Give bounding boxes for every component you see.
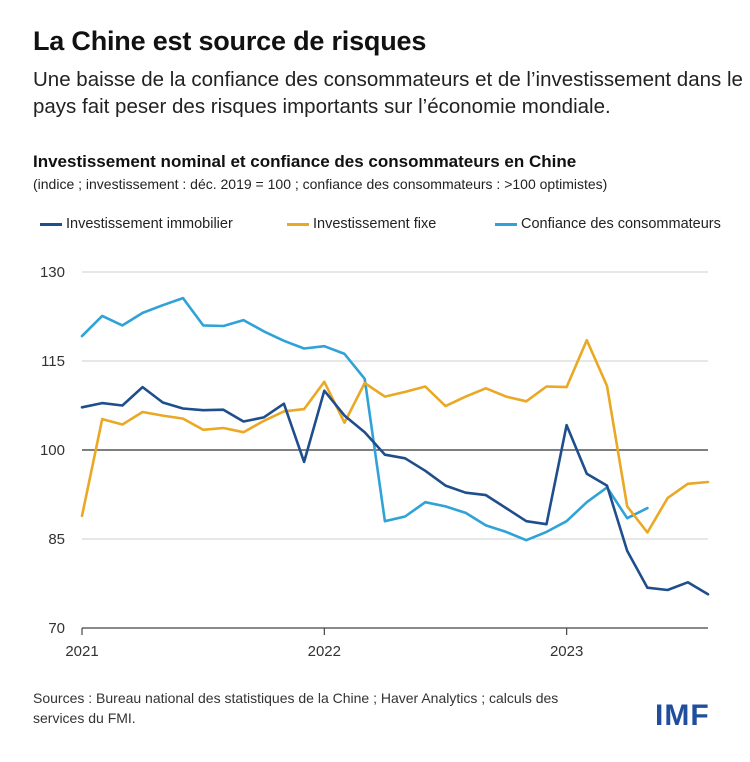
y-tick-label-115: 115: [41, 353, 65, 370]
y-tick-label-70: 70: [48, 620, 65, 637]
legend-item-confiance-consommateurs: Confiance des consommateurs: [495, 216, 721, 232]
page-title: La Chine est source de risques: [33, 26, 427, 56]
chart-series: [80, 296, 710, 596]
legend-label: Confiance des consommateurs: [521, 216, 721, 232]
legend-swatch-immobilier: [40, 222, 62, 226]
x-axis: 2021 2022 2023: [65, 627, 708, 660]
page-subtitle: Une baisse de la confiance des consommat…: [33, 68, 743, 118]
legend-label: Investissement fixe: [313, 216, 437, 232]
chart-legend: Investissement immobilier Investissement…: [40, 216, 745, 236]
legend-item-investissement-fixe: Investissement fixe: [287, 216, 436, 232]
x-tick-label-2023: 2023: [550, 643, 583, 660]
series-line-investissement-fixe: [80, 338, 710, 534]
imf-logo: IMF: [655, 699, 710, 732]
x-tick-label-2021: 2021: [65, 643, 98, 660]
legend-swatch-fixe: [287, 222, 309, 226]
legend-swatch-confiance: [495, 222, 517, 226]
chart-subtitle: (indice ; investissement : déc. 2019 = 1…: [33, 176, 608, 192]
series-line-investissement-immobilier: [80, 385, 710, 596]
y-tick-label-130: 130: [40, 264, 65, 281]
source-note: Sources : Bureau national des statistiqu…: [33, 690, 559, 726]
chart-title: Investissement nominal et confiance des …: [33, 152, 577, 171]
legend-item-investissement-immobilier: Investissement immobilier: [40, 216, 233, 232]
y-tick-label-100: 100: [40, 442, 65, 459]
x-tick-label-2022: 2022: [308, 643, 341, 660]
legend-label: Investissement immobilier: [66, 216, 233, 232]
y-axis-labels: 70 85 100 115 130: [40, 264, 65, 637]
y-tick-label-85: 85: [48, 531, 65, 548]
chart-grid: [82, 271, 708, 540]
line-chart: 70 85 100 115 130 2021 2022 2023: [40, 264, 710, 660]
series-line-confiance-des-consommateurs: [80, 296, 649, 542]
